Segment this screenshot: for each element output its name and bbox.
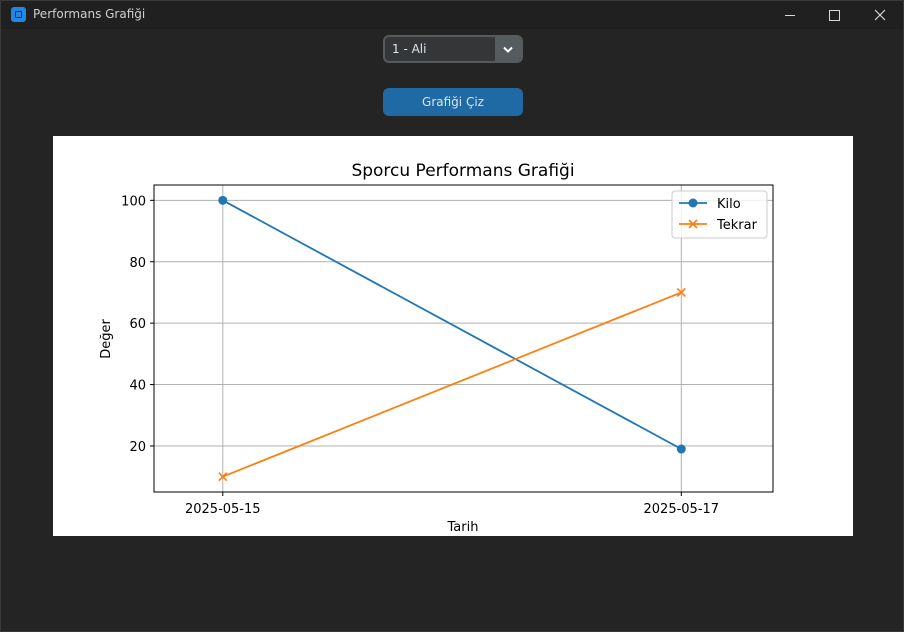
- dropdown-arrow-button[interactable]: [495, 37, 521, 61]
- legend-marker-kilo: [688, 198, 698, 208]
- minimize-button[interactable]: [767, 1, 813, 29]
- app-icon: [11, 7, 26, 22]
- chart-title: Sporcu Performans Grafiği: [351, 161, 574, 181]
- plot-frame: [153, 184, 774, 493]
- chart-canvas: Sporcu Performans Grafiği 20 40 60 80 100 202…: [53, 136, 853, 536]
- chart-legend: Kilo Tekrar: [671, 190, 768, 239]
- y-axis-label: Değer: [99, 319, 114, 359]
- data-point-tekrar: [218, 472, 228, 482]
- athlete-dropdown-value: 1 - Ali: [392, 42, 427, 56]
- legend-label-tekrar: Tekrar: [716, 218, 758, 233]
- series-layer: [218, 195, 686, 482]
- close-button[interactable]: [857, 1, 903, 29]
- y-tick-label: 80: [129, 256, 146, 271]
- performance-chart: Sporcu Performans Grafiği 20 40 60 80 100 202…: [99, 161, 774, 535]
- title-bar: Performans Grafiği: [1, 1, 903, 29]
- x-tick-label: 2025-05-15: [185, 502, 261, 517]
- maximize-icon: [828, 9, 840, 21]
- window-title: Performans Grafiği: [33, 7, 146, 21]
- y-tick-label: 60: [129, 317, 146, 332]
- y-tick-label: 100: [121, 194, 146, 209]
- y-tick-label: 20: [129, 440, 146, 455]
- series-line-kilo: [222, 199, 682, 450]
- data-point-kilo: [676, 444, 686, 454]
- grid-lines: [154, 185, 773, 492]
- chevron-down-icon: [503, 46, 513, 53]
- y-tick-label: 40: [129, 379, 146, 394]
- draw-chart-button[interactable]: Grafiği Çiz: [383, 88, 523, 116]
- athlete-dropdown[interactable]: 1 - Ali: [383, 35, 523, 63]
- data-point-tekrar: [676, 287, 686, 298]
- maximize-button[interactable]: [811, 1, 857, 29]
- legend-label-kilo: Kilo: [717, 197, 741, 212]
- x-axis-label: Tarih: [447, 520, 479, 535]
- minimize-icon: [785, 14, 795, 16]
- axis-ticks: 20 40 60 80 100 2025-05-15 2025-05-17: [121, 194, 719, 517]
- x-tick-label: 2025-05-17: [644, 502, 720, 517]
- data-point-kilo: [218, 195, 228, 205]
- close-icon: [874, 9, 886, 21]
- legend-marker-tekrar: [688, 219, 698, 229]
- series-line-tekrar: [222, 291, 682, 478]
